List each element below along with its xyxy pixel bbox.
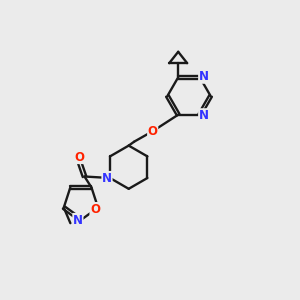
Text: O: O — [74, 151, 84, 164]
Text: N: N — [199, 70, 209, 83]
Text: N: N — [73, 214, 83, 226]
Text: N: N — [199, 109, 209, 122]
Text: N: N — [102, 172, 112, 184]
Text: O: O — [148, 125, 158, 138]
Text: O: O — [90, 202, 100, 216]
